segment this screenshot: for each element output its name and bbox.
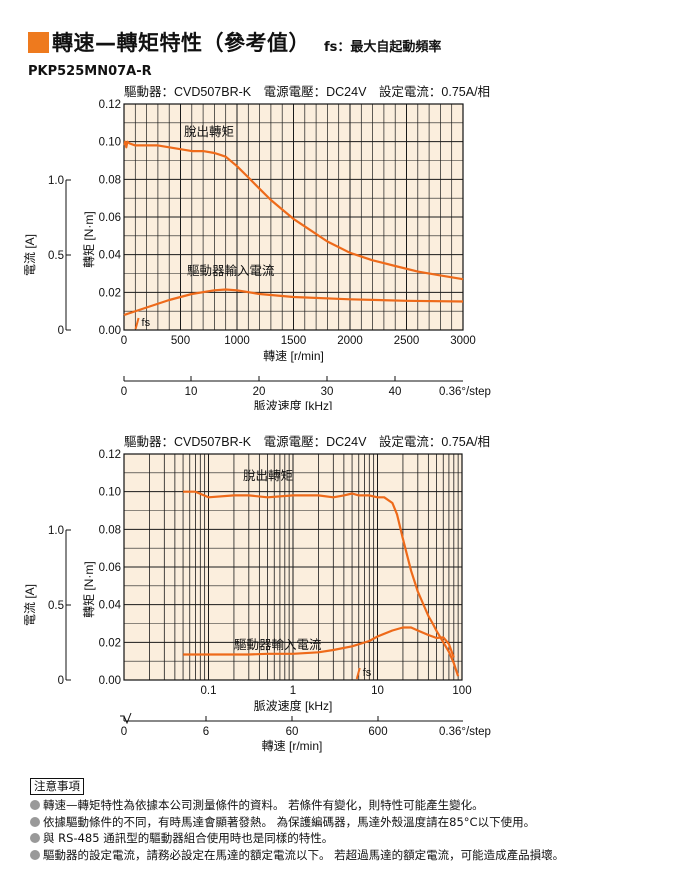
pullout-torque-curve [183, 490, 460, 677]
x-tick-label: 500 [171, 335, 190, 347]
fs-note: fs：最大自起動頻率 [324, 39, 442, 55]
pullout-torque-label: 脫出轉矩 [243, 468, 293, 483]
y-tick-label: 0.00 [99, 325, 121, 337]
secondary-x-tick-label: 40 [389, 386, 402, 398]
current-tick-label: 0 [58, 675, 64, 687]
notes-item-text: 驅動器的設定電流，請務必設定在馬達的額定電流以下。 若超過馬達的額定電流，可能造… [43, 847, 565, 862]
x-tick-label: 3000 [450, 335, 476, 347]
secondary-x-axis-label: 轉速 [r/min] [262, 739, 323, 753]
y-tick-label: 0.10 [99, 137, 121, 149]
current-tick-label: 0 [58, 325, 64, 337]
plot-border [123, 103, 464, 331]
notes-item: 依據驅動條件的不同，有時馬達會顯著發熱。 為保護編碼器，馬達外殼溫度請在85°C… [30, 814, 670, 831]
chart-conditions: 驅動器：CVD507BR-K 電源電壓：DC24V 設定電流：0.75A/相 [124, 434, 490, 449]
current-tick-label: 0.5 [48, 250, 64, 262]
input-current-curve [183, 626, 455, 658]
y-axis-label: 轉矩 [N·m] [82, 561, 96, 618]
y-tick-label: 0.02 [99, 637, 121, 649]
y-tick-label: 0.12 [99, 449, 121, 461]
secondary-x-tick-label: 6 [203, 726, 209, 738]
input-current-curve [123, 288, 464, 317]
x-tick-label: 1000 [224, 335, 250, 347]
notes-section: 注意事項 轉速—轉矩特性為依據本公司測量條件的資料。 若條件有變化，則特性可能產… [30, 778, 670, 863]
input-current-label: 驅動器輸入電流 [187, 263, 275, 278]
y-tick-label: 0.06 [99, 562, 121, 574]
y-tick-label: 0.04 [99, 250, 122, 262]
fs-label: fs [363, 667, 372, 679]
notes-item: 驅動器的設定電流，請務必設定在馬達的額定電流以下。 若超過馬達的額定電流，可能造… [30, 847, 670, 864]
chart-linear: 驅動器：CVD507BR-K 電源電壓：DC24V 設定電流：0.75A/相0.… [23, 84, 491, 410]
chart-conditions: 驅動器：CVD507BR-K 電源電壓：DC24V 設定電流：0.75A/相 [124, 84, 490, 99]
notes-title: 注意事項 [30, 778, 84, 795]
bullet-icon [30, 833, 40, 843]
x-tick-label: 2500 [394, 335, 420, 347]
x-tick-label: 10 [371, 685, 384, 697]
current-axis-label: 電流 [A] [23, 234, 37, 276]
notes-item: 與 RS-485 通訊型的驅動器組合使用時也是同樣的特性。 [30, 830, 670, 847]
y-tick-label: 0.00 [99, 675, 121, 687]
secondary-x-axis-label: 脈波速度 [kHz] [254, 398, 333, 410]
axis-break-icon [120, 712, 132, 725]
bullet-icon [30, 816, 40, 827]
page-title: 轉速—轉矩特性（參考值） [52, 31, 310, 55]
current-tick-label: 1.0 [48, 175, 64, 187]
y-tick-label: 0.10 [99, 487, 121, 499]
notes-item-text: 與 RS-485 通訊型的驅動器組合使用時也是同樣的特性。 [43, 831, 334, 845]
y-tick-label: 0.04 [99, 600, 122, 612]
secondary-x-tick-label: 60 [286, 726, 299, 738]
y-tick-label: 0.08 [99, 174, 121, 186]
x-tick-label: 0 [121, 335, 127, 347]
fs-marker [134, 317, 140, 330]
secondary-x-tick-label: 30 [321, 386, 334, 398]
notes-item-text: 依據驅動條件的不同，有時馬達會顯著發熱。 為保護編碼器，馬達外殼溫度請在85°C… [43, 814, 536, 829]
plot-border [123, 453, 463, 681]
x-tick-label: 100 [452, 685, 471, 697]
notes-item: 轉速—轉矩特性為依據本公司測量條件的資料。 若條件有變化，則特性可能產生變化。 [30, 797, 670, 814]
current-axis-label: 電流 [A] [23, 584, 37, 626]
y-tick-label: 0.02 [99, 287, 121, 299]
x-tick-label: 0.1 [201, 685, 217, 697]
current-tick-label: 0.5 [48, 600, 64, 612]
secondary-x-tick-label: 20 [253, 386, 266, 398]
y-tick-label: 0.06 [99, 212, 121, 224]
current-tick-label: 1.0 [48, 525, 64, 537]
secondary-x-tick-label: 0 [121, 726, 127, 738]
x-axis-label: 脈波速度 [kHz] [254, 698, 333, 713]
secondary-x-tick-label: 10 [185, 386, 198, 398]
fs-label: fs [142, 317, 151, 329]
secondary-x-tick-note: 0.36°/step [439, 726, 491, 738]
page-header: 轉速—轉矩特性（參考值） fs：最大自起動頻率 [28, 26, 441, 58]
secondary-x-tick-label: 600 [368, 726, 387, 738]
model-name: PKP525MN07A-R [28, 64, 152, 79]
x-tick-label: 2000 [337, 335, 363, 347]
notes-item-text: 轉速—轉矩特性為依據本公司測量條件的資料。 若條件有變化，則特性可能產生變化。 [43, 798, 484, 812]
bullet-icon [30, 800, 40, 810]
y-tick-label: 0.08 [99, 524, 121, 536]
y-tick-label: 0.12 [99, 99, 121, 111]
secondary-x-tick-label: 0 [121, 386, 127, 398]
chart-log: 驅動器：CVD507BR-K 電源電壓：DC24V 設定電流：0.75A/相0.… [23, 434, 491, 753]
input-current-label: 驅動器輸入電流 [234, 637, 322, 652]
x-tick-label: 1500 [281, 335, 307, 347]
pullout-torque-curve [123, 140, 464, 281]
x-tick-label: 1 [290, 685, 296, 697]
orange-square-icon [28, 31, 49, 53]
fs-marker [355, 667, 361, 680]
secondary-x-tick-note: 0.36°/step [439, 386, 491, 398]
bullet-icon [30, 849, 40, 860]
x-axis-label: 轉速 [r/min] [263, 349, 324, 363]
y-axis-label: 轉矩 [N·m] [82, 211, 96, 268]
pullout-torque-label: 脫出轉矩 [184, 124, 234, 139]
